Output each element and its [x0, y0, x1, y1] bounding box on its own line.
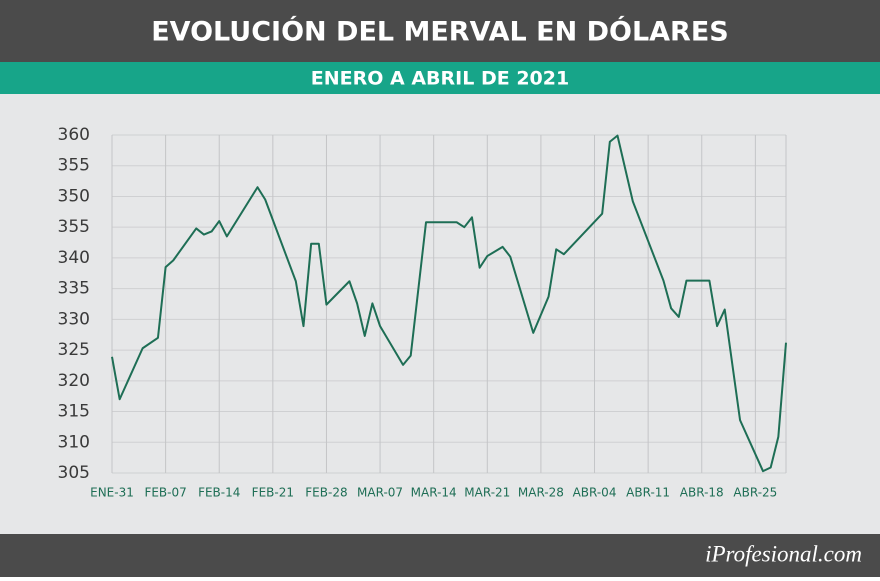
y-tick-label: 335 [58, 279, 90, 299]
x-tick-label: ABR-25 [733, 486, 777, 500]
x-tick-label: MAR-21 [464, 486, 510, 500]
y-tick-label: 350 [58, 186, 90, 206]
x-tick-label: FEB-21 [252, 486, 294, 500]
y-tick-label: 310 [58, 432, 90, 452]
footer-bar [0, 534, 880, 577]
x-tick-label: ENE-31 [90, 486, 134, 500]
chart-subtitle: ENERO A ABRIL DE 2021 [311, 68, 569, 90]
y-tick-label: 330 [58, 309, 90, 329]
subtitle-bar [0, 62, 880, 94]
y-tick-label: 360 [58, 125, 90, 145]
data-line [111, 134, 787, 473]
y-tick-label: 305 [58, 463, 90, 483]
x-tick-label: MAR-14 [411, 486, 457, 500]
y-tick-label: 355 [58, 156, 90, 176]
x-tick-label: MAR-07 [357, 486, 403, 500]
y-tick-label: 340 [58, 248, 90, 268]
brand: iProfesional.com [705, 541, 862, 566]
y-tick-label: 315 [58, 402, 90, 422]
x-tick-label: ABR-04 [573, 486, 617, 500]
y-tick-label: 320 [58, 371, 90, 391]
x-tick-label: FEB-14 [198, 486, 240, 500]
x-tick-label: ABR-11 [626, 486, 670, 500]
y-tick-label: 325 [58, 340, 90, 360]
x-tick-label: MAR-28 [518, 486, 564, 500]
y-tick-label: 355 [58, 217, 90, 237]
chart-title: EVOLUCIÓN DEL MERVAL EN DÓLARES [151, 16, 729, 48]
x-tick-label: FEB-28 [305, 486, 347, 500]
x-tick-label: ABR-18 [680, 486, 724, 500]
title-bar [0, 0, 880, 62]
x-tick-label: FEB-07 [144, 486, 186, 500]
